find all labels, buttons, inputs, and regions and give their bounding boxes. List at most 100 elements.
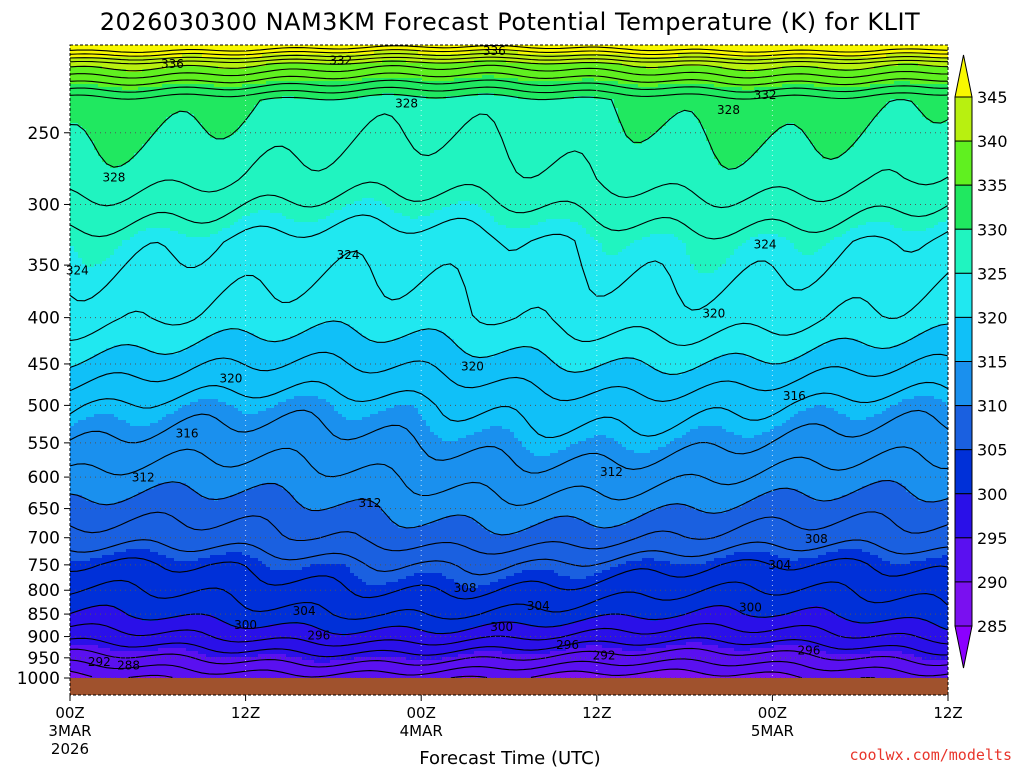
- theta-cell: [70, 393, 75, 397]
- theta-cell: [122, 591, 127, 595]
- theta-cell: [74, 423, 79, 427]
- theta-cell: [98, 144, 103, 148]
- theta-cell: [86, 546, 91, 550]
- theta-cell: [82, 303, 87, 307]
- theta-cell: [122, 240, 127, 244]
- theta-cell: [110, 285, 115, 289]
- theta-cell: [98, 141, 103, 145]
- theta-cell: [90, 126, 95, 130]
- theta-cell: [134, 45, 139, 49]
- theta-cell: [110, 72, 115, 76]
- theta-cell: [122, 585, 127, 589]
- theta-cell: [94, 240, 99, 244]
- theta-cell: [86, 537, 91, 541]
- theta-cell: [94, 276, 99, 280]
- theta-cell: [122, 141, 127, 145]
- theta-cell: [126, 552, 131, 556]
- theta-cell: [130, 174, 135, 178]
- theta-cell: [98, 630, 103, 634]
- theta-cell: [78, 54, 83, 58]
- theta-cell: [78, 603, 83, 607]
- theta-cell: [106, 144, 111, 148]
- theta-cell: [110, 534, 115, 538]
- theta-cell: [130, 525, 135, 529]
- theta-cell: [122, 420, 127, 424]
- theta-cell: [130, 60, 135, 64]
- theta-cell: [106, 270, 111, 274]
- theta-cell: [126, 234, 131, 238]
- theta-cell: [74, 537, 79, 541]
- theta-cell: [102, 69, 107, 73]
- theta-cell: [82, 444, 87, 448]
- theta-cell: [134, 198, 139, 202]
- theta-cell: [82, 159, 87, 163]
- theta-cell: [110, 480, 115, 484]
- theta-cell: [134, 237, 139, 241]
- theta-cell: [90, 153, 95, 157]
- theta-cell: [126, 438, 131, 442]
- theta-cell: [114, 573, 119, 577]
- theta-cell: [70, 231, 75, 235]
- theta-cell: [126, 102, 131, 106]
- theta-cell: [118, 369, 123, 373]
- theta-cell: [78, 297, 83, 301]
- theta-cell: [114, 126, 119, 130]
- theta-cell: [122, 78, 127, 82]
- theta-cell: [106, 255, 111, 259]
- theta-cell: [94, 207, 99, 211]
- theta-cell: [102, 447, 107, 451]
- theta-cell: [126, 336, 131, 340]
- theta-cell: [74, 240, 79, 244]
- theta-cell: [110, 330, 115, 334]
- theta-cell: [70, 354, 75, 358]
- theta-cell: [94, 636, 99, 640]
- theta-cell: [106, 507, 111, 511]
- theta-cell: [98, 645, 103, 649]
- theta-cell: [110, 261, 115, 265]
- theta-cell: [86, 342, 91, 346]
- theta-cell: [86, 159, 91, 163]
- theta-cell: [78, 318, 83, 322]
- theta-cell: [118, 108, 123, 112]
- theta-cell: [114, 357, 119, 361]
- theta-cell: [94, 645, 99, 649]
- theta-cell: [78, 456, 83, 460]
- theta-cell: [98, 486, 103, 490]
- theta-cell: [102, 423, 107, 427]
- theta-cell: [106, 558, 111, 562]
- theta-cell: [70, 369, 75, 373]
- theta-cell: [130, 399, 135, 403]
- theta-cell: [70, 582, 75, 586]
- theta-cell: [94, 186, 99, 190]
- theta-cell: [110, 258, 115, 262]
- theta-cell: [78, 354, 83, 358]
- theta-cell: [86, 225, 91, 229]
- theta-cell: [94, 432, 99, 436]
- theta-cell: [90, 324, 95, 328]
- theta-cell: [82, 117, 87, 121]
- theta-cell: [78, 645, 83, 649]
- theta-cell: [114, 147, 119, 151]
- theta-cell: [78, 213, 83, 217]
- theta-cell: [74, 513, 79, 517]
- theta-cell: [74, 414, 79, 418]
- theta-cell: [126, 594, 131, 598]
- theta-cell: [70, 138, 75, 142]
- theta-cell: [114, 534, 119, 538]
- theta-cell: [74, 96, 79, 100]
- theta-cell: [126, 291, 131, 295]
- theta-cell: [114, 108, 119, 112]
- theta-cell: [110, 462, 115, 466]
- theta-cell: [102, 465, 107, 469]
- theta-cell: [110, 669, 115, 673]
- theta-cell: [74, 219, 79, 223]
- theta-cell: [102, 78, 107, 82]
- theta-cell: [82, 585, 87, 589]
- theta-cell: [118, 585, 123, 589]
- theta-cell: [70, 279, 75, 283]
- theta-cell: [86, 363, 91, 367]
- theta-cell: [74, 564, 79, 568]
- theta-cell: [114, 624, 119, 628]
- theta-cell: [114, 291, 119, 295]
- theta-cell: [110, 243, 115, 247]
